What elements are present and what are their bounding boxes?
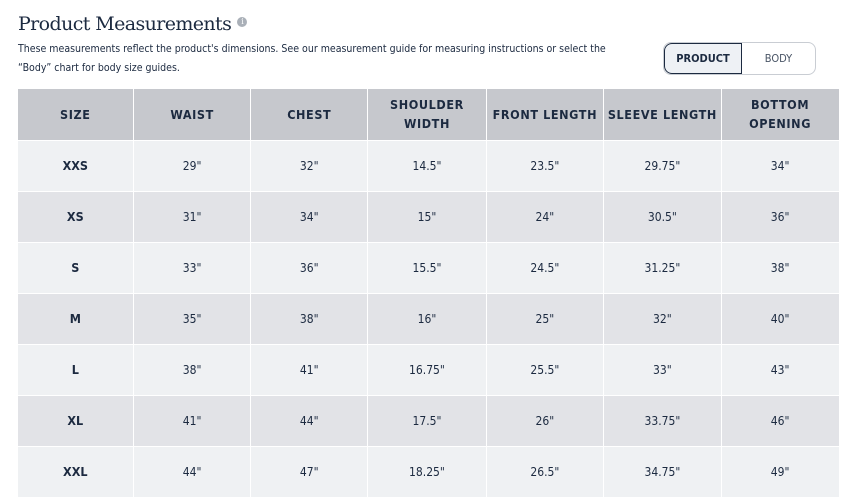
measurement-cell: 30.5": [604, 191, 721, 242]
measurement-cell: 15.5": [368, 242, 486, 293]
measurement-cell: 40": [721, 293, 839, 344]
measurement-cell: 25": [486, 293, 604, 344]
column-header: SIZE: [17, 88, 134, 140]
measurement-cell: 41": [134, 395, 251, 446]
measurement-cell: 38": [721, 242, 839, 293]
size-cell: XS: [17, 191, 134, 242]
measurement-cell: 49": [721, 446, 839, 497]
size-cell: L: [17, 344, 134, 395]
measurement-cell: 43": [721, 344, 839, 395]
column-header: FRONT LENGTH: [486, 88, 604, 140]
table-row: L 38" 41" 16.75" 25.5" 33" 43": [17, 344, 839, 395]
table-row: XXL 44" 47" 18.25" 26.5" 34.75" 49": [17, 446, 839, 497]
measurement-cell: 34": [251, 191, 368, 242]
measurement-cell: 29": [134, 140, 251, 191]
size-cell: XXS: [17, 140, 134, 191]
measurement-cell: 44": [251, 395, 368, 446]
measurements-table: SIZE WAIST CHEST SHOULDER WIDTH FRONT LENGTH…: [17, 88, 840, 498]
measurement-cell: 35": [134, 293, 251, 344]
column-header: CHEST: [251, 88, 368, 140]
measurement-cell: 33": [604, 344, 721, 395]
measurement-cell: 41": [251, 344, 368, 395]
measurement-cell: 26": [486, 395, 604, 446]
measurement-cell: 44": [134, 446, 251, 497]
measurement-cell: 31": [134, 191, 251, 242]
measurement-cell: 18.25": [368, 446, 486, 497]
measurement-cell: 33.75": [604, 395, 721, 446]
size-cell: M: [17, 293, 134, 344]
measurement-cell: 17.5": [368, 395, 486, 446]
size-cell: S: [17, 242, 134, 293]
size-cell: XXL: [17, 446, 134, 497]
measurement-cell: 38": [251, 293, 368, 344]
table-row: XS 31" 34" 15" 24" 30.5" 36": [17, 191, 839, 242]
measurement-cell: 23.5": [486, 140, 604, 191]
measurement-cell: 24.5": [486, 242, 604, 293]
measurement-cell: 33": [134, 242, 251, 293]
table-row: S 33" 36" 15.5" 24.5" 31.25" 38": [17, 242, 839, 293]
measurement-cell: 36": [721, 191, 839, 242]
product-toggle-button[interactable]: PRODUCT: [664, 43, 742, 74]
table-row: M 35" 38" 16" 25" 32" 40": [17, 293, 839, 344]
chart-type-toggle: PRODUCT BODY: [663, 42, 816, 75]
table-row: XXS 29" 32" 14.5" 23.5" 29.75" 34": [17, 140, 839, 191]
size-cell: XL: [17, 395, 134, 446]
measurement-cell: 46": [721, 395, 839, 446]
measurement-cell: 36": [251, 242, 368, 293]
measurement-cell: 15": [368, 191, 486, 242]
measurement-cell: 26.5": [486, 446, 604, 497]
info-icon[interactable]: i: [237, 17, 248, 27]
measurement-cell: 34.75": [604, 446, 721, 497]
measurement-cell: 38": [134, 344, 251, 395]
measurement-cell: 16.75": [368, 344, 486, 395]
measurement-cell: 31.25": [604, 242, 721, 293]
measurement-cell: 25.5": [486, 344, 604, 395]
column-header: SLEEVE LENGTH: [604, 88, 721, 140]
measurement-cell: 47": [251, 446, 368, 497]
column-header: SHOULDER WIDTH: [368, 88, 486, 140]
measurement-cell: 16": [368, 293, 486, 344]
page-title: Product Measurements i: [18, 13, 248, 35]
measurement-cell: 29.75": [604, 140, 721, 191]
measurement-cell: 14.5": [368, 140, 486, 191]
description: These measurements reflect the product's…: [18, 43, 606, 74]
title-text: Product Measurements: [18, 13, 232, 35]
body-toggle-button[interactable]: BODY: [764, 52, 793, 65]
measurement-cell: 24": [486, 191, 604, 242]
measurement-cell: 32": [251, 140, 368, 191]
column-header: BOTTOM OPENING: [721, 88, 839, 140]
measurement-cell: 32": [604, 293, 721, 344]
column-header: WAIST: [134, 88, 251, 140]
measurement-cell: 34": [721, 140, 839, 191]
table-row: XL 41" 44" 17.5" 26" 33.75" 46": [17, 395, 839, 446]
